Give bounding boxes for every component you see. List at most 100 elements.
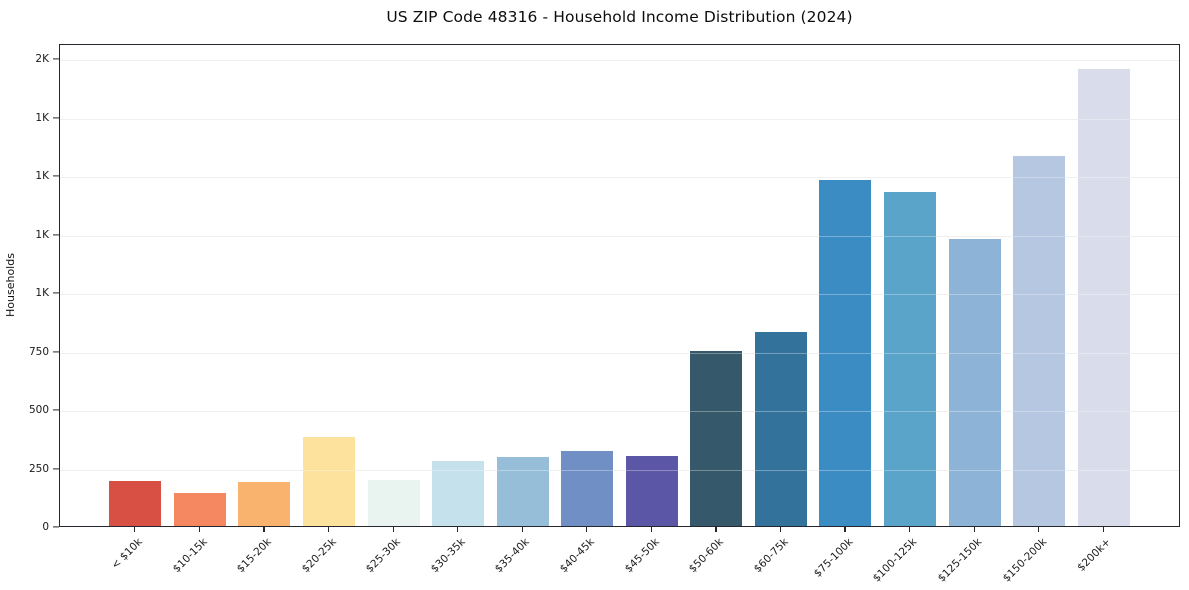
y-tick-label: 1K (35, 111, 49, 124)
y-tick-label: 1K (35, 170, 49, 183)
gridline-overlay (60, 235, 1179, 237)
y-tick-label: 2K (35, 53, 49, 66)
bar (625, 455, 678, 526)
y-tick-mark (53, 292, 59, 294)
y-tick-label: 250 (28, 462, 49, 475)
gridline (60, 411, 1179, 413)
y-tick-mark (53, 117, 59, 119)
bar (1013, 155, 1066, 526)
x-tick-label: < $10k (109, 536, 145, 572)
x-tick-label: $60-75k (751, 536, 791, 576)
gridline-overlay (60, 294, 1179, 296)
x-tick-label: $50-60k (686, 536, 726, 576)
x-tick-mark (392, 527, 394, 532)
bar-slot (490, 45, 555, 526)
bar-slot (749, 45, 814, 526)
gridline-overlay (60, 118, 1179, 120)
gridline (60, 235, 1179, 237)
gridline (60, 177, 1179, 179)
bar-slot (361, 45, 426, 526)
bar (884, 192, 937, 526)
gridline-overlay (60, 411, 1179, 413)
gridline-overlay (60, 352, 1179, 354)
x-tick-label: $10-15k (170, 536, 210, 576)
y-tick-label: 500 (28, 404, 49, 417)
plot-area (59, 44, 1180, 527)
x-tick-label: $75-100k (811, 536, 855, 580)
bar-slot (878, 45, 943, 526)
x-tick-label: $25-30k (363, 536, 404, 576)
y-tick-mark (53, 234, 59, 236)
x-tick-label: $20-25k (299, 536, 339, 576)
bar (496, 456, 549, 526)
x-tick-label: $15-20k (234, 536, 274, 576)
bar-slot (232, 45, 297, 526)
x-tick-mark (1102, 527, 1104, 532)
gridline (60, 469, 1179, 471)
y-tick-mark (53, 350, 59, 353)
x-tick-mark (779, 527, 782, 532)
bar-slot (1071, 45, 1136, 526)
y-tick-mark (53, 467, 59, 470)
x-tick-mark (650, 527, 652, 532)
y-tick-mark (53, 175, 59, 177)
x-tick-label: $30-35k (428, 536, 468, 576)
x-tick-mark (263, 527, 265, 532)
bar-slot (168, 45, 233, 526)
gridline-overlay (60, 177, 1179, 179)
bar (432, 460, 485, 526)
x-tick-label: $125-150k (935, 536, 985, 585)
y-tick-label: 1K (35, 287, 49, 300)
bar (948, 239, 1001, 526)
x-tick-mark (134, 527, 136, 532)
x-tick-mark (586, 527, 588, 532)
y-tick-mark (53, 409, 59, 411)
bar (819, 179, 872, 526)
x-tick-mark (844, 527, 846, 532)
gridline (60, 352, 1179, 354)
y-tick-label: 1K (35, 228, 49, 241)
gridline-overlay (60, 469, 1179, 471)
x-tick-mark (973, 527, 975, 532)
x-tick-mark (715, 527, 717, 532)
bar-slot (813, 45, 878, 526)
bar-slot (297, 45, 362, 526)
x-tick-mark (198, 527, 201, 532)
x-tick-mark (909, 527, 911, 532)
x-tick-label: $200k+ (1075, 536, 1114, 574)
bar (367, 479, 420, 526)
bar (238, 481, 291, 526)
x-tick-label: $100-125k (870, 536, 920, 585)
gridline (60, 294, 1179, 296)
bar-slot (555, 45, 620, 526)
bar (302, 437, 355, 526)
bar-slot (426, 45, 491, 526)
y-tick-mark (53, 58, 59, 60)
x-tick-mark (457, 527, 459, 532)
bar-slot (942, 45, 1007, 526)
x-tick-mark (521, 527, 523, 532)
y-tick-mark (53, 526, 59, 528)
x-tick-mark (327, 527, 330, 532)
x-tick-label: $35-40k (493, 536, 533, 576)
bar-slot (1007, 45, 1072, 526)
chart-title: US ZIP Code 48316 - Household Income Dis… (386, 8, 853, 26)
x-tick-label: $45-50k (622, 536, 662, 576)
bar-slot (684, 45, 749, 526)
y-tick-label: 0 (42, 521, 49, 533)
y-tick-label: 750 (28, 345, 49, 358)
gridline (60, 118, 1179, 120)
bar (561, 451, 614, 526)
bar-slot (103, 45, 168, 526)
x-tick-label: $40-45k (557, 536, 597, 576)
bars-row (103, 45, 1136, 526)
bar (109, 481, 162, 526)
bar (173, 493, 226, 526)
bar (754, 332, 807, 526)
gridline (60, 60, 1179, 62)
x-tick-mark (1038, 527, 1040, 532)
x-tick-label: $150-200k (1000, 536, 1049, 585)
bar (1077, 69, 1130, 526)
gridline-overlay (60, 60, 1179, 62)
